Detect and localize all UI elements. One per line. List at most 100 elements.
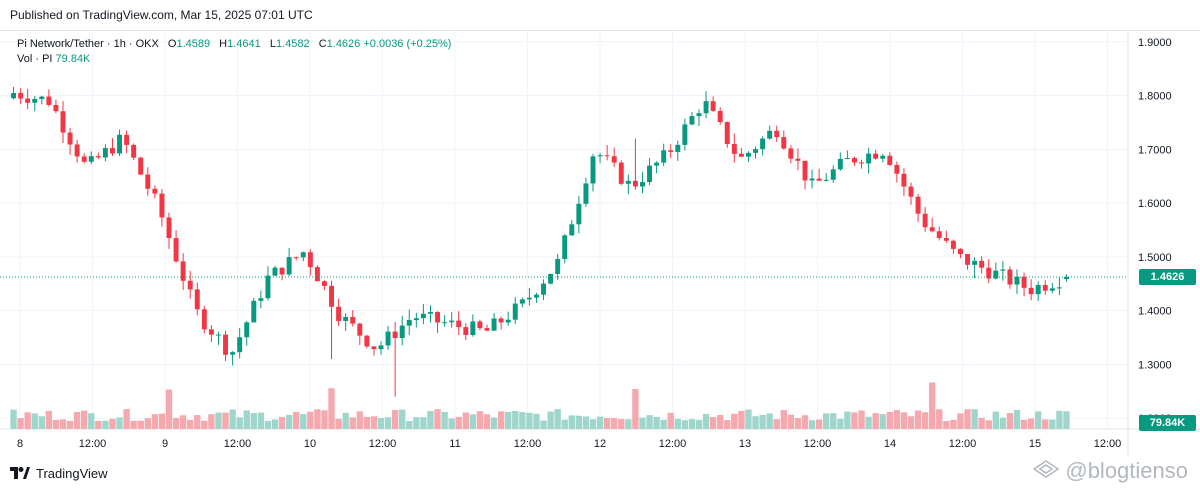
candle-body (336, 306, 342, 321)
volume-bar (688, 419, 696, 429)
candle-body (972, 260, 978, 265)
candle-body (731, 143, 737, 154)
volume-bar (165, 389, 173, 429)
volume-bar (144, 418, 151, 429)
volume-bar (957, 413, 964, 429)
candle-body (230, 352, 236, 355)
candle-body (1049, 288, 1055, 291)
watermark: @blogtienso (1032, 458, 1188, 484)
candle-body (830, 169, 836, 180)
candle-body (399, 325, 405, 338)
volume-bar (24, 412, 31, 429)
candle-body (915, 196, 921, 214)
volume-bar (151, 414, 159, 429)
candle-body (562, 235, 568, 259)
candle-body (611, 156, 617, 163)
candle-body (244, 322, 250, 338)
volume-bar (73, 412, 81, 429)
candle-body (456, 320, 462, 328)
candle-body (654, 162, 660, 166)
volume-bar (455, 416, 462, 429)
volume-bar (384, 417, 392, 429)
tradingview-logo[interactable]: TradingView (10, 464, 108, 482)
x-tick-label: 12:00 (804, 438, 832, 450)
candle-body (823, 179, 829, 181)
y-tick-label: 1.6000 (1138, 198, 1172, 210)
candlestick-chart[interactable]: 1.9000 1.8000 1.7000 1.6000 1.5000 1.4000 1.30… (0, 31, 1200, 457)
candle-body (166, 217, 172, 239)
volume-bar (533, 413, 540, 429)
volume-bar (1056, 410, 1063, 429)
candle-body (329, 285, 335, 307)
volume-bar (646, 415, 653, 429)
candle-body (647, 165, 653, 183)
candle-body (965, 254, 971, 265)
volume-bar (526, 412, 533, 429)
volume-bar (420, 417, 427, 429)
candle-body (590, 156, 596, 184)
candle-body (1035, 285, 1041, 295)
candle-body (491, 318, 497, 331)
candle-body (25, 98, 31, 103)
candle-body (88, 156, 94, 162)
candle-body (145, 174, 151, 189)
volume-bar (900, 412, 908, 429)
volume-bar (830, 413, 837, 429)
chart-area[interactable]: 1.9000 1.8000 1.7000 1.6000 1.5000 1.4000 1.30… (0, 30, 1200, 457)
candle-body (632, 180, 638, 187)
volume-bar (448, 418, 455, 429)
candle-body (993, 270, 999, 279)
volume-bar (469, 414, 477, 429)
legend-high-label: H (219, 38, 228, 50)
volume-bar (568, 415, 575, 429)
volume-bar (399, 409, 406, 429)
volume-bar (971, 409, 978, 429)
volume-bar (201, 420, 208, 429)
volume-bar (561, 419, 568, 429)
x-tick-label: 9 (162, 438, 168, 450)
candle-body (1021, 276, 1027, 288)
volume-bar (575, 415, 583, 429)
volume-bar (964, 409, 971, 429)
candle-body (781, 137, 787, 149)
x-tick-label: 12:00 (514, 438, 542, 450)
volume-bar (1035, 411, 1042, 429)
candle-body (81, 156, 87, 162)
published-caption: Published on TradingView.com, Mar 15, 20… (10, 8, 313, 22)
candle-body (378, 345, 384, 350)
candle-body (661, 150, 667, 163)
volume-bar (611, 418, 618, 429)
volume-bar (872, 413, 879, 429)
legend-volume-label: Vol · PI (17, 53, 53, 65)
tradingview-icon (10, 467, 30, 479)
candle-body (887, 155, 893, 165)
volume-bar (17, 418, 24, 429)
candle-body (555, 258, 561, 274)
volume-bar (625, 419, 632, 429)
candle-body (442, 322, 448, 324)
candle-body (385, 331, 391, 346)
volume-bar (738, 410, 745, 429)
candle-body (251, 300, 257, 323)
volume-bar (342, 412, 349, 429)
candle-body (689, 116, 695, 125)
volume-bar (618, 419, 625, 429)
volume-bar (985, 420, 992, 429)
candle-body (74, 144, 80, 157)
candle-body (117, 134, 123, 154)
top-bar: Published on TradingView.com, Mar 15, 20… (0, 0, 1200, 30)
last-price-badge: 1.4626 (1139, 269, 1196, 285)
volume-bar (893, 410, 901, 429)
candle-body (194, 289, 200, 310)
volume-bar (766, 413, 773, 429)
candle-body (364, 335, 370, 347)
candle-body (102, 148, 108, 158)
volume-bar (434, 409, 441, 429)
candle-body (357, 323, 363, 336)
candle-body (60, 111, 66, 133)
candle-body (406, 319, 412, 326)
candle-body (837, 158, 843, 170)
volume-bar (413, 417, 420, 429)
volume-bar (109, 418, 116, 429)
legend-price-row: Pi Network/Tether · 1h · OKX O1.4589 H1.… (17, 37, 451, 52)
